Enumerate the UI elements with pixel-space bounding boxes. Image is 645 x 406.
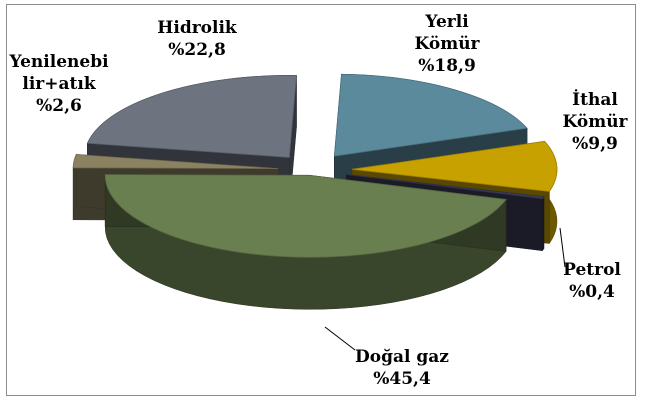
slice-label-2: Petrol %0,4 [563, 260, 621, 302]
pie-slice-5 [86, 75, 297, 158]
pie-slice-1 [351, 140, 558, 192]
slice-name-0-0: Yerli [424, 12, 469, 32]
slice-name-4-0: Yenilenebi [8, 52, 109, 72]
leader-line-2 [559, 227, 566, 268]
slice-label-1: İthal Kömür %9,9 [562, 89, 628, 154]
slice-label-3: Doğal gaz %45,4 [355, 347, 449, 389]
slice-value-3: %45,4 [373, 369, 431, 389]
slice-value-1: %9,9 [572, 134, 618, 154]
pie-slice-0 [333, 73, 528, 157]
pie-top-layer [72, 73, 558, 258]
slice-name-1-1: Kömür [562, 112, 628, 132]
pie-slice-3 [104, 174, 507, 258]
slice-label-5: Hidrolik %22,8 [157, 18, 238, 60]
slice-value-4: %2,6 [36, 96, 82, 116]
slice-name-0-1: Kömür [414, 34, 480, 54]
pie-leader-layer [324, 227, 566, 351]
pie-slice-4 [72, 154, 279, 170]
slice-value-5: %22,8 [168, 40, 226, 60]
slice-value-2: %0,4 [569, 282, 615, 302]
slice-name-3-0: Doğal gaz [355, 347, 449, 367]
slice-name-1-0: İthal [572, 89, 618, 110]
slice-name-4-1: lir+atık [22, 74, 96, 94]
slice-label-0: Yerli Kömür %18,9 [414, 12, 480, 76]
chart-frame: Yerli Kömür %18,9 İthal Kömür %9,9 Petrol %0,4 D… [6, 4, 636, 396]
slice-value-0: %18,9 [418, 56, 476, 76]
pie-slice-2 [346, 174, 545, 200]
leader-line-3 [324, 326, 356, 351]
slice-name-2-0: Petrol [563, 260, 621, 280]
slice-name-5-0: Hidrolik [157, 18, 238, 38]
slice-label-4: Yenilenebi lir+atık %2,6 [8, 52, 109, 116]
